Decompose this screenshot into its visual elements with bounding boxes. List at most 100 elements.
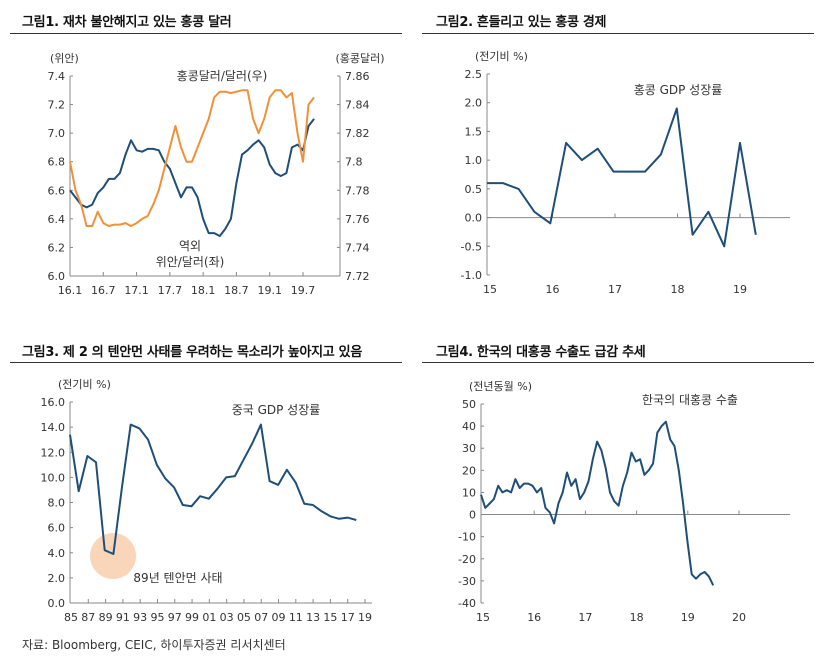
legend-china-gdp: 중국 GDP 성장률 — [232, 403, 321, 417]
tiananmen-highlight-circle — [90, 533, 136, 579]
x-tick-label: 19 — [733, 283, 747, 296]
x-tick-label: 89 — [99, 611, 113, 624]
x-tick-label: 87 — [81, 611, 95, 624]
chart1-series-line — [69, 89, 315, 227]
chart4-title: 그림4. 한국의 대홍콩 수출도 급감 추세 — [436, 345, 646, 360]
y2-tick-label: 7.84 — [345, 99, 370, 112]
x-tick-label: 07 — [254, 611, 268, 624]
legend-hk-gdp: 홍콩 GDP 성장률 — [634, 83, 723, 97]
x-tick-label: 97 — [168, 611, 182, 624]
x-tick-label: 19.7 — [291, 284, 316, 297]
y-tick-label: 0.5 — [465, 183, 483, 196]
x-tick-label: 01 — [202, 611, 216, 624]
x-tick-label: 99 — [185, 611, 199, 624]
x-tick-label: 17 — [578, 611, 592, 624]
x-tick-label: 11 — [289, 611, 303, 624]
y-tick-label: 20 — [462, 464, 476, 477]
x-tick-label: 16 — [546, 283, 560, 296]
chart3-title: 그림3. 제 2 의 텐안먼 사태를 우려하는 목소리가 높아지고 있음 — [22, 345, 363, 360]
x-tick-label: 19 — [358, 611, 372, 624]
y-tick-label: 0.0 — [48, 597, 66, 610]
x-tick-label: 16.7 — [91, 284, 116, 297]
y-tick-label: 14.0 — [41, 421, 66, 434]
source-note: 자료: Bloomberg, CEIC, 하이투자증권 리서치센터 — [22, 638, 286, 652]
x-tick-label: 15 — [323, 611, 337, 624]
chart1-y-label: (위안) — [50, 52, 79, 65]
chart4-title-rule — [422, 362, 814, 363]
y-tick-label: 6.8 — [48, 156, 66, 169]
x-tick-label: 17.1 — [124, 284, 149, 297]
y-tick-label: 0.0 — [465, 212, 483, 225]
y-tick-label: 50 — [462, 398, 476, 411]
y-tick-label: 6.4 — [48, 213, 66, 226]
y2-tick-label: 7.86 — [345, 70, 370, 83]
x-tick-label: 18 — [671, 283, 685, 296]
y-tick-label: 6.6 — [48, 184, 66, 197]
y-tick-label: -20 — [458, 553, 476, 566]
chart3-series-line — [69, 423, 357, 555]
chart1-title: 그림1. 재차 불안해지고 있는 홍콩 달러 — [22, 15, 232, 30]
x-tick-label: 19 — [681, 611, 695, 624]
chart4-series-line — [480, 420, 715, 586]
y-tick-label: 2.0 — [48, 572, 66, 585]
x-tick-label: 91 — [116, 611, 130, 624]
y2-tick-label: 7.72 — [345, 270, 370, 283]
y2-tick-label: 7.8 — [345, 156, 363, 169]
x-tick-label: 19.1 — [257, 284, 282, 297]
y2-tick-label: 7.82 — [345, 127, 370, 140]
legend-cny-line2: 위안/달러(좌) — [156, 255, 225, 269]
tiananmen-annotation: 89년 텐안먼 사태 — [133, 571, 222, 585]
y-tick-label: 7.0 — [48, 127, 66, 140]
y-tick-label: -1.0 — [461, 269, 482, 282]
chart4-y-label: (전년동월 %) — [469, 380, 532, 393]
y2-tick-label: 7.74 — [345, 241, 370, 254]
chart2-y-label: (전기비 %) — [475, 50, 528, 63]
x-tick-label: 15 — [476, 611, 490, 624]
y-tick-label: -10 — [458, 531, 476, 544]
x-tick-label: 16 — [527, 611, 541, 624]
x-tick-label: 18 — [630, 611, 644, 624]
y-tick-label: 2.0 — [465, 97, 483, 110]
chart1-title-rule — [10, 33, 402, 34]
y-tick-label: 10 — [462, 486, 476, 499]
chart3-title-rule — [10, 362, 402, 363]
chart2-title-rule — [422, 33, 814, 34]
legend-hkd: 홍콩달러/달러(우) — [177, 69, 268, 83]
y-tick-label: 16.0 — [41, 396, 66, 409]
legend-korea-exports: 한국의 대홍콩 수출 — [642, 393, 738, 407]
x-tick-label: 17 — [341, 611, 355, 624]
y2-tick-label: 7.76 — [345, 213, 370, 226]
y-tick-label: 1.0 — [465, 154, 483, 167]
chart1-series-line — [69, 118, 315, 237]
x-tick-label: 95 — [150, 611, 164, 624]
y-tick-label: 4.0 — [48, 547, 66, 560]
x-tick-label: 16.1 — [58, 284, 83, 297]
x-tick-label: 93 — [133, 611, 147, 624]
chart2-series-line — [487, 107, 757, 248]
y-tick-label: 6.0 — [48, 522, 66, 535]
y-tick-label: 7.2 — [48, 99, 66, 112]
x-tick-label: 05 — [237, 611, 251, 624]
legend-cny-line1: 역외 — [179, 239, 201, 253]
chart1-y2-label: (홍콩달러) — [335, 51, 384, 65]
y2-tick-label: 7.78 — [345, 184, 370, 197]
x-tick-label: 03 — [220, 611, 234, 624]
y-tick-label: 6.0 — [48, 270, 66, 283]
y-tick-label: 1.5 — [465, 125, 483, 138]
chart2-title: 그림2. 흔들리고 있는 홍콩 경제 — [436, 15, 607, 30]
x-tick-label: 17 — [608, 283, 622, 296]
x-tick-label: 18.7 — [224, 284, 249, 297]
y-tick-label: 10.0 — [41, 471, 66, 484]
x-tick-label: 20 — [732, 611, 746, 624]
y-tick-label: 6.2 — [48, 241, 66, 254]
y-tick-label: -30 — [458, 575, 476, 588]
x-tick-label: 85 — [64, 611, 78, 624]
y-tick-label: 40 — [462, 420, 476, 433]
y-tick-label: 30 — [462, 442, 476, 455]
y-tick-label: 12.0 — [41, 446, 66, 459]
x-tick-label: 09 — [272, 611, 286, 624]
y-tick-label: 2.5 — [465, 68, 483, 81]
y-tick-label: -0.5 — [461, 240, 482, 253]
x-tick-label: 18.1 — [191, 284, 216, 297]
y-tick-label: 8.0 — [48, 497, 66, 510]
